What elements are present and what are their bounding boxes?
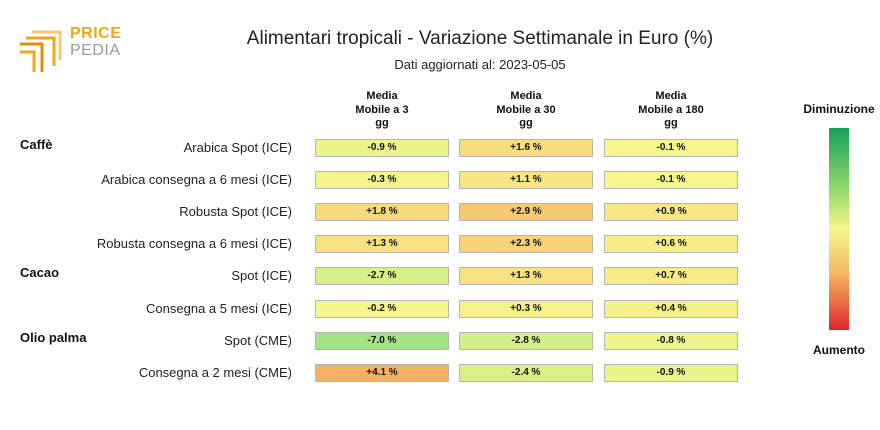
value-cell: +1.6 % [459, 139, 593, 157]
group-label: Cacao [20, 265, 60, 281]
row-label: Consegna a 2 mesi (CME) [138, 364, 292, 380]
column-header-line: gg [664, 117, 678, 129]
row-label: Robusta consegna a 6 mesi (ICE) [96, 236, 292, 252]
column-header-line: gg [375, 117, 389, 129]
row-label: Robusta Spot (ICE) [179, 204, 292, 220]
row-label: Spot (ICE) [231, 268, 292, 284]
row-label: Arabica Spot (ICE) [183, 140, 292, 155]
column-header: Media Mobile a 30 gg [459, 90, 593, 131]
value-cell: -0.3 % [315, 171, 449, 190]
value-cell: +0.6 % [604, 235, 738, 254]
column-header-line: Media [510, 90, 542, 102]
value-cell: +0.3 % [459, 299, 593, 318]
value-cell: -0.8 % [604, 331, 738, 350]
value-cell: -0.1 % [604, 171, 738, 190]
value-cell: -2.8 % [459, 331, 593, 350]
row-label: Arabica consegna a 6 mesi (ICE) [101, 172, 292, 188]
value-cell: -7.0 % [315, 331, 449, 350]
value-cell: +0.7 % [604, 267, 738, 286]
chart-title: Alimentari tropicali - Variazione Settim… [246, 28, 714, 49]
value-cell: -0.2 % [315, 299, 449, 318]
logo-line2: PEDIA [70, 42, 121, 59]
value-cell: -2.4 % [459, 363, 593, 382]
legend-top-label: Diminuzione [803, 102, 875, 116]
value-cell: +2.9 % [459, 203, 593, 222]
group-label: Caffè [20, 137, 53, 152]
value-cell: +0.4 % [604, 299, 738, 318]
value-cell: -2.7 % [315, 267, 449, 286]
value-cell: -0.9 % [604, 363, 738, 382]
logo-line1: PRICE [70, 25, 122, 42]
pricepedia-logo: PRICE PEDIA [20, 26, 130, 74]
legend-bottom-label: Aumento [813, 343, 865, 357]
column-header-line: Media [655, 90, 687, 102]
color-scale-bar [829, 128, 849, 330]
column-header: Media Mobile a 180 gg [604, 90, 738, 131]
row-label: Spot (CME) [224, 332, 292, 348]
group-label: Olio palma [20, 329, 87, 345]
column-header-line: Mobile a 180 [638, 103, 704, 116]
value-cell: +2.3 % [459, 235, 593, 254]
value-cell: +1.1 % [459, 171, 593, 190]
logo-text: PRICE PEDIA [70, 26, 121, 59]
pricepedia-logo-mark-icon [20, 30, 62, 72]
column-header: Media Mobile a 3 gg [315, 90, 449, 131]
chart-subtitle: Dati aggiornati al: 2023-05-05 [394, 57, 566, 72]
row-label: Consegna a 5 mesi (ICE) [146, 300, 292, 316]
value-cell: +1.3 % [459, 267, 593, 286]
value-cell: -0.1 % [604, 139, 738, 157]
value-cell: +1.3 % [315, 235, 449, 254]
value-cell: +0.9 % [604, 203, 738, 222]
value-cell: -0.9 % [315, 139, 449, 157]
column-header-line: Media [366, 90, 398, 102]
value-cell: +4.1 % [315, 363, 449, 382]
column-header-line: gg [519, 117, 533, 129]
column-header-line: Mobile a 3 [355, 103, 409, 116]
value-cell: +1.8 % [315, 203, 449, 222]
column-header-line: Mobile a 30 [496, 103, 556, 116]
